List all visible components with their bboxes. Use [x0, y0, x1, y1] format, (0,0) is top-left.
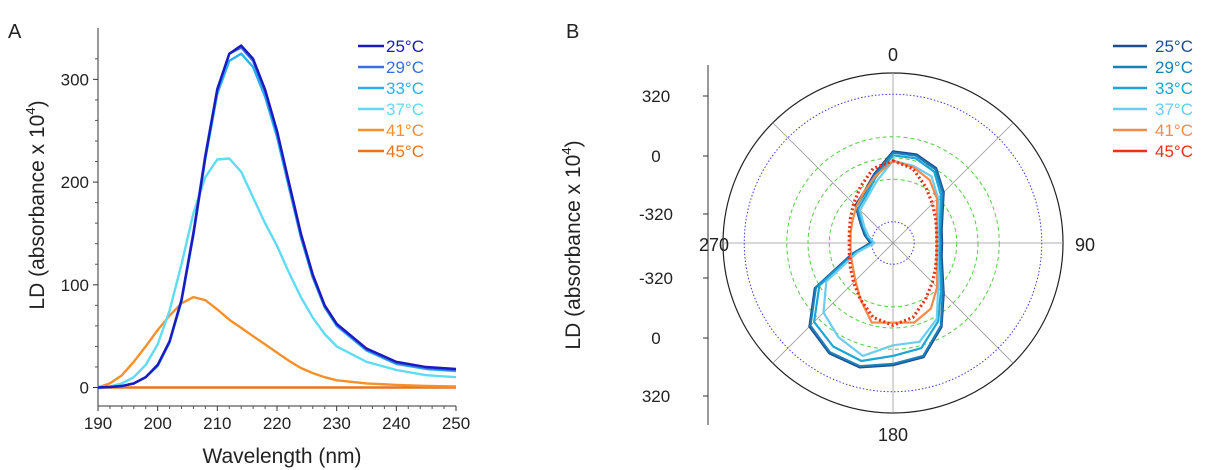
chart-a-xlabel: Wavelength (nm) [202, 445, 361, 468]
chart-a-x-tick-label: 190 [84, 414, 112, 433]
chart-b-radial-tick-label: 320 [642, 87, 670, 106]
chart-b-radial-axis: 320 0 -320 -320 0 320 [639, 65, 709, 425]
chart-b-ring [807, 157, 979, 329]
chart-a-ylabel-close: ) [26, 100, 49, 107]
chart-a-legend-label: 33°C [386, 79, 424, 98]
chart-a-ylabel: LD (absorbance x 104) [23, 100, 49, 309]
chart-b-ylabel-close: ) [562, 140, 585, 147]
chart-b-legend-label: 25°C [1155, 37, 1193, 56]
chart-b-radial-tick-label: -320 [639, 269, 673, 288]
chart-a-series-line [97, 44, 457, 389]
chart-a: 190 200 210 220 230 240 250 0 100 200 300 25°C 29°C… [23, 28, 470, 468]
chart-a-legend-label: 29°C [386, 58, 424, 77]
chart-b-angle-label: 90 [1075, 235, 1095, 255]
chart-a-y-tick-label: 200 [61, 173, 89, 192]
panel-a-label: A [8, 21, 22, 43]
chart-a-x-tick-label: 230 [322, 414, 350, 433]
chart-a-legend-label: 25°C [386, 37, 424, 56]
chart-b-ylabel-main: LD (absorbance x 10 [562, 155, 585, 350]
chart-a-legend-label: 45°C [386, 142, 424, 161]
chart-b-legend-label: 45°C [1155, 142, 1193, 161]
chart-b-ring [743, 93, 1043, 393]
chart-b: 0 90 180 270 320 0 -320 -320 0 320 25°C 29°C 33°C 3… [559, 37, 1193, 445]
chart-b-legend-label: 33°C [1155, 79, 1193, 98]
chart-b-radial-tick-label: 0 [651, 329, 660, 348]
chart-a-series-line [97, 157, 457, 389]
chart-a-series [97, 44, 457, 389]
chart-b-angle-label: 180 [878, 425, 908, 445]
chart-a-legend-label: 41°C [386, 121, 424, 140]
chart-b-series [808, 150, 945, 369]
chart-a-x-tick-label: 240 [382, 414, 410, 433]
panel-b-label: B [566, 21, 579, 43]
chart-b-radial-tick-label: -320 [639, 205, 673, 224]
chart-a-ylabel-main: LD (absorbance x 10 [26, 115, 49, 310]
chart-b-legend-label: 37°C [1155, 100, 1193, 119]
chart-a-series-line [97, 295, 457, 389]
chart-b-ring [828, 178, 958, 308]
chart-a-x-tick-label: 220 [263, 414, 291, 433]
chart-a-x-tick-label: 210 [203, 414, 231, 433]
chart-b-angle-label: 270 [699, 235, 729, 255]
chart-a-x-tick-label: 200 [143, 414, 171, 433]
chart-b-ylabel-sup: 4 [559, 147, 574, 154]
chart-b-grid: 0 90 180 270 [699, 45, 1095, 445]
chart-a-axes: 190 200 210 220 230 240 250 0 100 200 300 [61, 28, 470, 433]
chart-b-series-line [822, 159, 940, 357]
chart-b-radial-tick-label: 320 [642, 387, 670, 406]
chart-a-ylabel-sup: 4 [23, 107, 38, 114]
chart-b-ylabel: LD (absorbance x 104) [559, 140, 585, 349]
chart-b-legend-label: 41°C [1155, 121, 1193, 140]
chart-a-legend: 25°C 29°C 33°C 37°C 41°C 45°C [358, 37, 424, 161]
chart-b-angle-label: 0 [888, 45, 898, 65]
chart-a-x-tick-label: 250 [442, 414, 470, 433]
chart-a-legend-label: 37°C [386, 100, 424, 119]
chart-b-spoke [772, 122, 894, 244]
chart-b-radial-tick-label: 0 [651, 147, 660, 166]
chart-a-y-tick-label: 0 [80, 379, 89, 398]
chart-b-series-line [847, 159, 939, 327]
chart-b-ring [786, 136, 1000, 350]
chart-a-y-tick-label: 100 [61, 276, 89, 295]
chart-b-legend: 25°C 29°C 33°C 37°C 41°C 45°C [1113, 37, 1193, 161]
chart-b-spoke [892, 122, 1014, 244]
chart-b-legend-label: 29°C [1155, 58, 1193, 77]
chart-b-ring [871, 221, 915, 265]
chart-a-y-tick-label: 300 [61, 70, 89, 89]
